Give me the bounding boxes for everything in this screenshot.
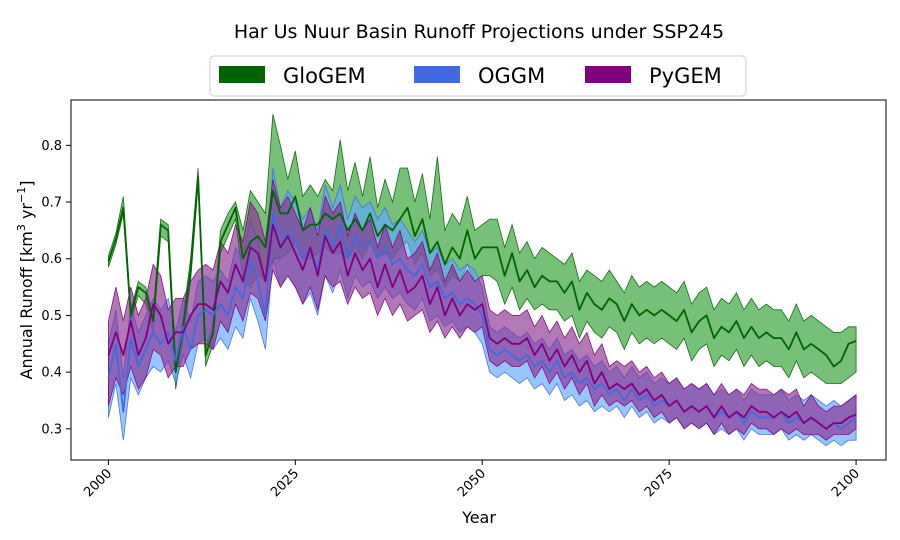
y-tick-label: 0.7	[41, 196, 62, 211]
y-tick-label: 0.8	[41, 139, 62, 154]
legend: GloGEM OGGM PyGEM	[209, 55, 747, 97]
legend-swatch-pygem	[585, 66, 631, 83]
legend-label-pygem: PyGEM	[649, 64, 722, 88]
plot-area	[70, 99, 887, 461]
legend-label-glogem: GloGEM	[283, 64, 366, 88]
x-axis-label: Year	[461, 508, 496, 527]
series-lines	[107, 175, 857, 430]
y-axis: 0.3 0.4 0.5 0.6 0.7 0.8	[41, 139, 71, 437]
plot-frame	[70, 99, 887, 461]
legend-swatch-oggm	[414, 66, 460, 83]
y-axis-label-pre: Annual Runoff [km	[17, 231, 36, 379]
y-tick-label: 0.4	[41, 366, 62, 381]
y-tick-label: 0.3	[41, 422, 62, 437]
y-axis-label: Annual Runoff [km3 yr−1]	[15, 181, 36, 380]
line-pygem	[107, 223, 857, 430]
chart-title: Har Us Nuur Basin Runoff Projections und…	[234, 21, 724, 43]
y-axis-label-mid: yr	[17, 203, 36, 225]
y-axis-label-sup2: −1	[15, 187, 28, 203]
y-tick-label: 0.5	[41, 309, 62, 324]
y-axis-label-sup1: 3	[15, 224, 28, 231]
y-axis-label-post: ]	[17, 181, 36, 187]
y-tick-label: 0.6	[41, 252, 62, 267]
legend-swatch-glogem	[219, 66, 265, 83]
legend-label-oggm: OGGM	[478, 64, 545, 88]
line-glogem	[107, 175, 857, 374]
band-pygem	[108, 179, 857, 441]
